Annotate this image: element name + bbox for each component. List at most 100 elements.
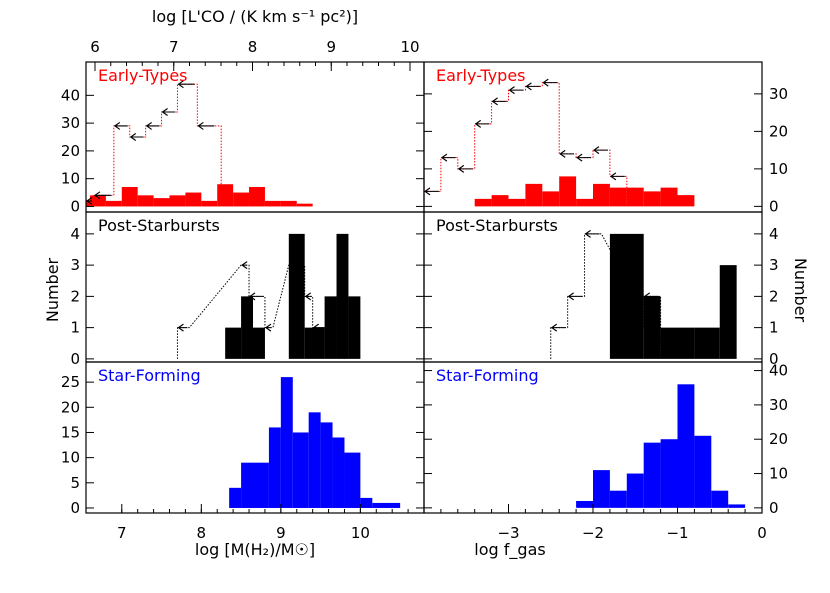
y-tick-label: 1 — [769, 319, 779, 337]
hist-bar — [694, 327, 720, 359]
hist-bar — [474, 198, 492, 207]
limit-arrow — [93, 191, 111, 200]
top-tick-label: 9 — [326, 38, 336, 56]
hist-bar — [121, 187, 138, 207]
hist-bar — [609, 233, 644, 359]
hist-bar — [304, 327, 325, 359]
y-tick-label: 0 — [70, 197, 80, 215]
y-tick-label: 15 — [61, 423, 80, 441]
top-tick-label: 6 — [90, 38, 100, 56]
y-tick-label: 30 — [769, 396, 788, 414]
upper-limit-histogram — [550, 233, 662, 359]
hist-bar — [677, 327, 695, 359]
y-tick-label: 30 — [769, 85, 788, 103]
limit-arrow — [249, 292, 263, 301]
hist-bar — [280, 200, 297, 207]
limit-arrow — [576, 153, 591, 162]
panel-title: Early-Types — [98, 66, 188, 85]
x-tick-label: −3 — [497, 524, 519, 542]
y-tick-label: 0 — [769, 197, 779, 215]
hist-bar — [241, 462, 269, 508]
panel-title: Post-Starbursts — [436, 216, 558, 235]
hist-bar — [525, 183, 543, 207]
hist-bar — [249, 187, 265, 207]
hist-bar — [626, 473, 644, 508]
hist-bar — [660, 439, 678, 508]
hist-bar — [626, 187, 644, 207]
hist-bar — [711, 490, 729, 508]
limit-arrow — [161, 108, 176, 116]
x-tick-label: 8 — [197, 524, 207, 542]
hist-bar — [719, 265, 737, 359]
limit-arrow — [145, 121, 160, 130]
right-xlabel: log f_gas — [474, 540, 545, 560]
limit-arrow — [457, 164, 473, 173]
limit-arrow — [474, 119, 490, 128]
limit-arrow — [129, 133, 144, 141]
y-tick-label: 40 — [769, 362, 788, 380]
hist-bar — [694, 435, 712, 508]
x-tick-label: 0 — [757, 524, 767, 542]
hist-bar — [233, 192, 250, 207]
x-tick-label: 7 — [117, 524, 127, 542]
hist-bar — [320, 422, 333, 508]
y-tick-label: 4 — [769, 225, 779, 243]
limit-arrow — [508, 86, 524, 95]
y-tick-label: 0 — [70, 499, 80, 517]
hist-bar — [89, 195, 106, 207]
hist-bar — [660, 327, 678, 359]
x-tick-label: 10 — [351, 524, 370, 542]
axes-layer: 0102030400102030012340123405101520250102… — [61, 38, 788, 542]
y-tick-label: 4 — [70, 225, 80, 243]
hist-bar — [86, 200, 90, 207]
y-tick-label: 0 — [769, 350, 779, 368]
left-ylabel: Number — [43, 257, 62, 322]
x-tick-label: 9 — [276, 524, 286, 542]
hist-bar — [643, 442, 661, 508]
limit-arrow — [567, 292, 583, 301]
top-tick-label: 8 — [248, 38, 258, 56]
hist-bar — [643, 191, 661, 207]
x-tick-label: −2 — [582, 524, 604, 542]
panel-title: Early-Types — [436, 66, 526, 85]
y-tick-label: 10 — [61, 170, 80, 188]
hist-bar — [491, 195, 509, 207]
hist-bar — [360, 497, 373, 508]
limit-arrow — [609, 172, 625, 181]
panel-right-bot: Star-Forming — [436, 366, 746, 508]
limit-arrow — [584, 229, 600, 238]
hist-bar — [677, 384, 695, 508]
y-tick-label: 10 — [769, 160, 788, 178]
y-tick-label: 30 — [61, 114, 80, 132]
y-tick-label: 0 — [769, 499, 779, 517]
hist-bar — [728, 504, 746, 508]
left-xlabel: log [M(H₂)/M☉] — [195, 540, 315, 559]
hist-bar — [137, 195, 154, 207]
limit-arrow — [626, 323, 642, 332]
limit-arrow — [593, 146, 608, 155]
hist-bar — [280, 377, 293, 508]
limit-arrow — [643, 292, 659, 301]
hist-bar — [225, 327, 242, 359]
hist-bar — [609, 490, 627, 508]
limit-arrow — [288, 261, 303, 270]
y-tick-label: 20 — [769, 430, 788, 448]
hist-bar — [288, 233, 305, 359]
panel-left-top: Early-Types — [85, 66, 313, 207]
hist-bar — [169, 195, 186, 207]
hist-bar — [332, 437, 345, 508]
limit-arrow — [177, 323, 188, 332]
hist-bar — [217, 184, 234, 207]
limit-arrow — [197, 121, 215, 130]
y-tick-label: 0 — [70, 350, 80, 368]
limit-arrow — [264, 323, 272, 332]
hist-bar — [308, 412, 321, 508]
top-axis-label: log [L'CO / (K km s⁻¹ pc²)] — [152, 7, 358, 26]
x-tick-label: −1 — [666, 524, 688, 542]
hist-bar — [185, 192, 202, 207]
top-tick-label: 10 — [400, 38, 419, 56]
upper-limit-histogram — [423, 82, 628, 207]
limit-arrow — [559, 149, 575, 158]
limit-arrow — [618, 261, 625, 270]
panel-title: Post-Starbursts — [98, 216, 220, 235]
